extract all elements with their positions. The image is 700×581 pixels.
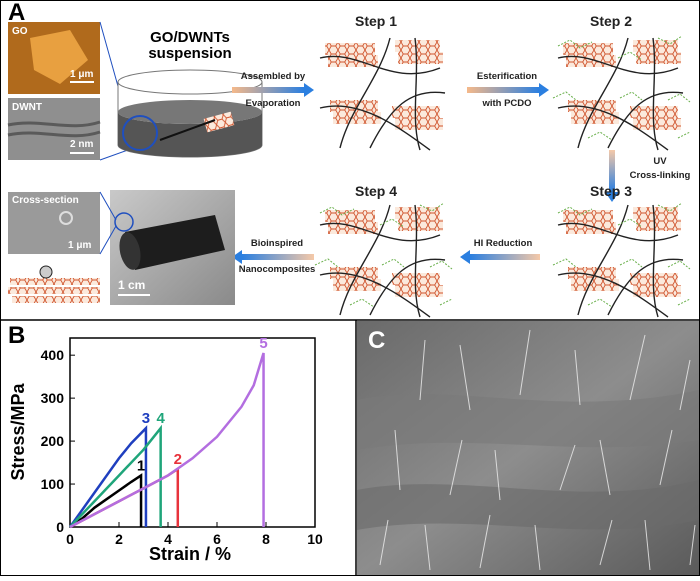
- x-tick-label: 0: [66, 531, 74, 547]
- arrow-label: Cross-linking: [630, 170, 691, 181]
- sem-image: [357, 321, 699, 575]
- y-tick-label: 200: [41, 433, 65, 449]
- curve: [69, 424, 162, 528]
- zoom-circle: [122, 115, 158, 151]
- panel-letter: B: [8, 322, 25, 349]
- step-label: Step 4: [355, 183, 397, 199]
- go-label: GO: [12, 26, 28, 37]
- y-tick-label: 0: [56, 519, 64, 535]
- arrow-label: HI Reduction: [474, 238, 533, 249]
- panel-letter: C: [368, 327, 385, 354]
- pore: [59, 211, 73, 225]
- panel-b: B Strain / % Stress/MPa 0 100 200 300 400 0 2 4…: [8, 322, 323, 564]
- curve-label: 4: [156, 410, 165, 427]
- liquid-top: [118, 100, 262, 124]
- step-label: Step 3: [590, 183, 632, 199]
- y-axis-title: Stress/MPa: [8, 382, 28, 480]
- curve: [69, 352, 265, 529]
- layer: [8, 287, 100, 294]
- x-tick-label: 2: [115, 531, 123, 547]
- sem-layer: [357, 390, 699, 450]
- curve-label: 2: [174, 451, 182, 468]
- suspension-title: GO/DWNTs: [150, 29, 230, 46]
- cross-section-image: [8, 192, 100, 254]
- x-tick-label: 6: [213, 531, 221, 547]
- arrow-head: [539, 83, 549, 97]
- go-flake: [30, 30, 88, 84]
- panel-a: GO 1 μm DWNT 2 nm GO/DWNTs suspension As…: [7, 0, 691, 318]
- arrow-label: Assembled by: [241, 71, 306, 82]
- sem-layer: [357, 480, 699, 530]
- nanotubes: [379, 329, 696, 571]
- arrow-head: [605, 192, 619, 202]
- panel-letter: A: [8, 0, 25, 26]
- x-tick-label: 10: [307, 531, 323, 547]
- beaker-rim: [117, 69, 263, 95]
- suspension-title: suspension: [148, 45, 231, 62]
- tem-image: [8, 98, 100, 160]
- curve: [69, 473, 143, 529]
- arrow: [470, 254, 540, 260]
- zoom-line: [99, 191, 117, 255]
- y-tick-label: 400: [41, 347, 65, 363]
- curve: [68, 425, 148, 528]
- layer: [12, 296, 100, 303]
- photo-scale: 1 cm: [118, 278, 145, 292]
- arrow-head: [232, 250, 242, 264]
- curve-label: 3: [142, 410, 150, 427]
- arrow: [609, 150, 615, 192]
- step-label: Step 1: [355, 13, 397, 29]
- dwnt-tube: [7, 120, 101, 138]
- arrow-head: [304, 83, 314, 97]
- roll-end: [119, 232, 141, 270]
- film-roll: [125, 215, 225, 270]
- arrow-label: with PCDO: [481, 98, 531, 109]
- arrow: [242, 254, 314, 260]
- layer: [10, 278, 100, 285]
- cross-scale: 1 μm: [68, 240, 91, 251]
- zoom-circle: [114, 212, 134, 232]
- arrow: [467, 87, 539, 93]
- arrow-label: Esterification: [477, 71, 537, 82]
- arrow-label: Evaporation: [246, 98, 301, 109]
- go-scale: 1 μm: [70, 69, 93, 80]
- y-tick-label: 300: [41, 390, 65, 406]
- x-tick-label: 4: [164, 531, 172, 547]
- y-tick-label: 100: [41, 476, 65, 492]
- x-axis-title: Strain / %: [149, 544, 231, 564]
- dwnt-label: DWNT: [12, 102, 42, 113]
- particle: [39, 265, 53, 279]
- arrow-label: Bioinspired: [251, 238, 303, 249]
- panel-c: C: [357, 321, 699, 575]
- dwnt-scale: 2 nm: [70, 139, 93, 150]
- plot-frame: [69, 337, 316, 528]
- go-sheet: [203, 111, 235, 133]
- x-tick-label: 8: [262, 531, 270, 547]
- curve-label: 1: [137, 457, 145, 474]
- arrow-label: UV: [653, 156, 667, 167]
- arrow-label: Nanocomposites: [239, 264, 316, 275]
- step-label: Step 2: [590, 13, 632, 29]
- cross-section-label: Cross-section: [12, 195, 79, 206]
- curve-label: 5: [259, 335, 267, 352]
- arrow-head: [460, 250, 470, 264]
- arrow: [232, 87, 304, 93]
- tube: [159, 119, 216, 141]
